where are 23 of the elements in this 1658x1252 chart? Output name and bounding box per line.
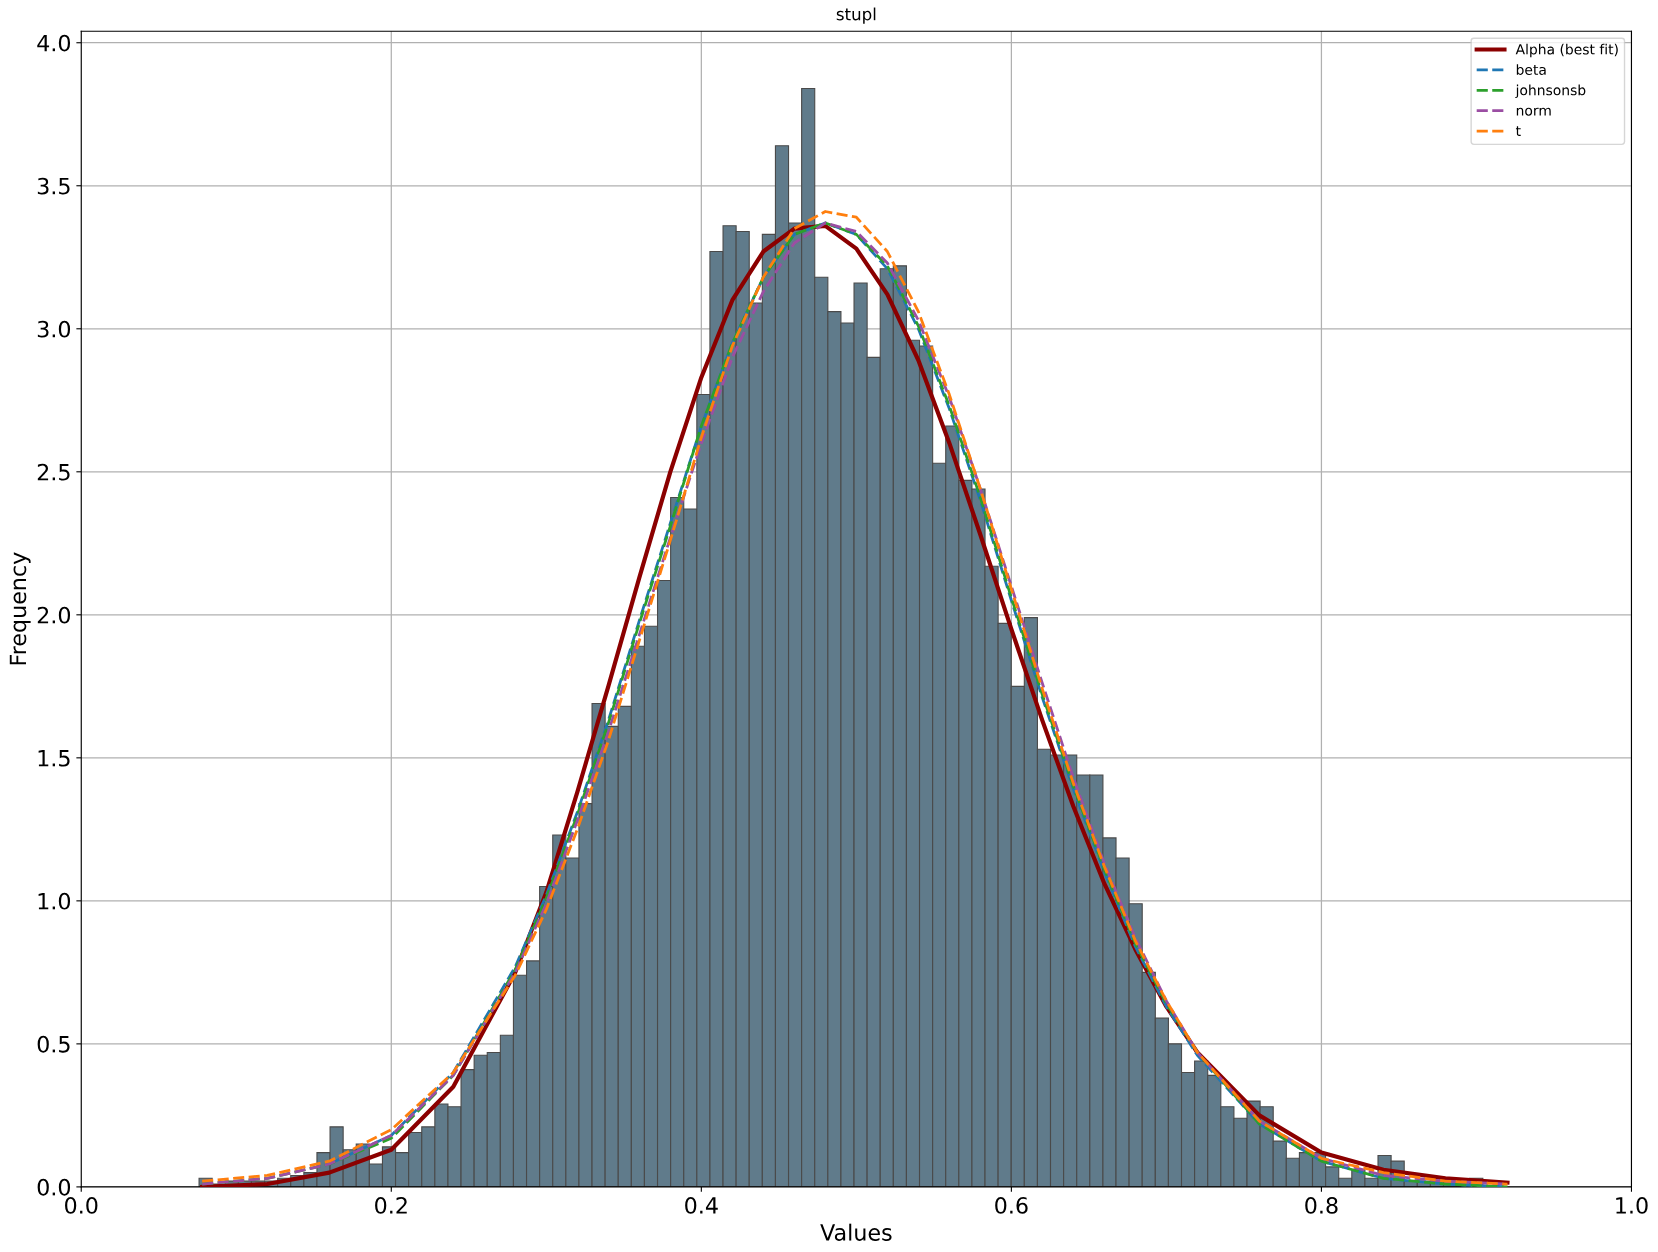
x-tick-label: 0.2	[375, 1197, 407, 1214]
x-tick-label: 0.8	[1305, 1197, 1338, 1214]
legend-label: norm	[1516, 107, 1551, 116]
y-tick-label: 0.5	[37, 1035, 70, 1053]
legend-label: johnsonsb	[1515, 84, 1586, 99]
x-tick-label: 0.0	[65, 1197, 98, 1214]
y-tick-label: 0.0	[37, 1178, 71, 1196]
legend-label: beta	[1516, 64, 1546, 75]
x-axis-title: Values	[820, 1223, 892, 1241]
x-tick-label: 0.4	[685, 1197, 718, 1214]
y-tick-label: 1.5	[38, 750, 70, 767]
y-tick-label: 3.0	[37, 320, 71, 338]
legend-label: Alpha (best fit)	[1515, 43, 1618, 58]
x-tick-label: 0.6	[995, 1197, 1028, 1214]
y-axis-title: Frequency	[9, 552, 31, 665]
y-tick-label: 3.5	[37, 177, 70, 195]
legend-label: t	[1515, 126, 1521, 136]
y-tick-label: 2.0	[37, 606, 71, 624]
y-tick-label: 1.0	[38, 892, 71, 910]
x-tick-label: 1.0	[1616, 1197, 1648, 1214]
chart-title: stupl	[836, 7, 876, 24]
y-tick-label: 4.0	[37, 34, 71, 52]
y-tick-label: 2.5	[37, 463, 70, 481]
